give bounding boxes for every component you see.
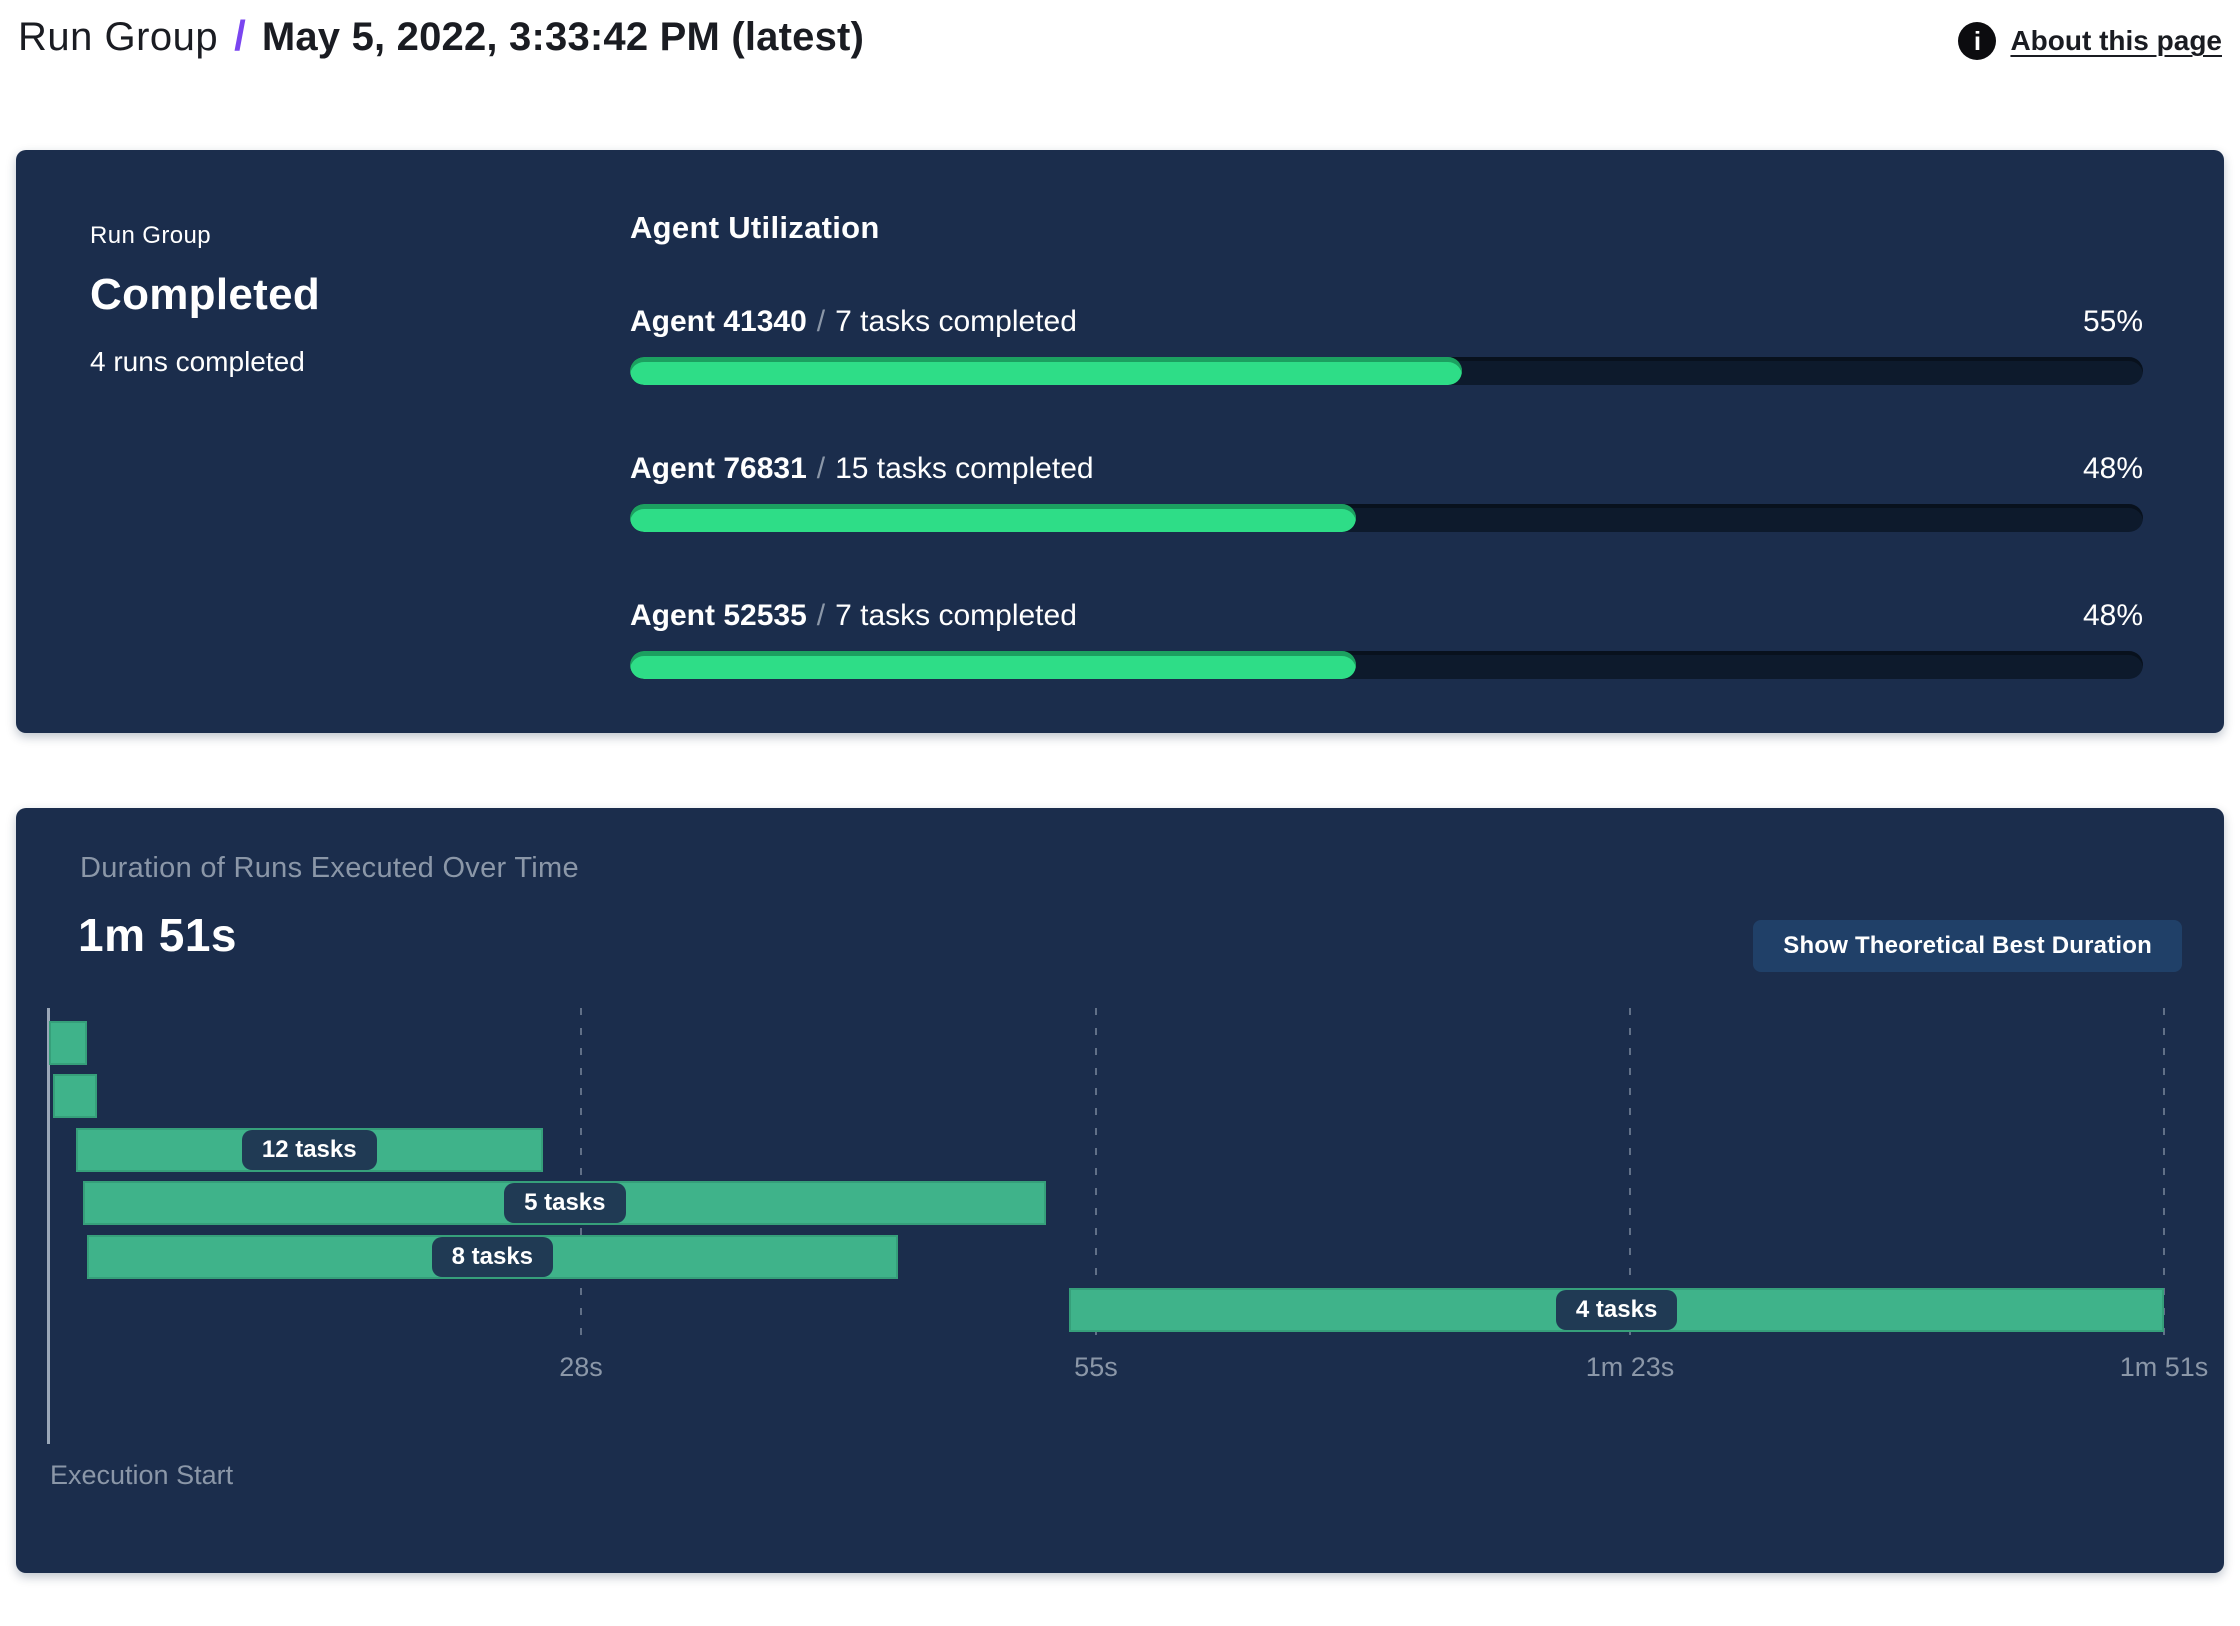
agent-utilization-list: Agent 41340 / 7 tasks completed 55% Agent …: [630, 304, 2143, 679]
show-theoretical-best-duration-button[interactable]: Show Theoretical Best Duration: [1753, 920, 2182, 972]
page-title: May 5, 2022, 3:33:42 PM (latest): [261, 15, 865, 59]
run-group-summary-panel: Run Group Completed 4 runs completed Age…: [16, 150, 2224, 733]
agent-row-label: Agent 76831 / 15 tasks completed 48%: [630, 451, 2143, 487]
task-count-chip: 8 tasks: [431, 1237, 554, 1277]
agent-utilization-percent: 48%: [2082, 599, 2143, 632]
page-header: Run Group / May 5, 2022, 3:33:42 PM (lat…: [0, 0, 2240, 96]
breadcrumb: Run Group / May 5, 2022, 3:33:42 PM (lat…: [18, 12, 864, 60]
agent-separator: /: [816, 305, 826, 338]
time-gridline: [1094, 1008, 1097, 1346]
duration-chart-title: Duration of Runs Executed Over Time: [80, 852, 579, 884]
task-count-chip: 4 tasks: [1555, 1290, 1678, 1330]
run-duration-bar[interactable]: 5 tasks: [83, 1181, 1047, 1225]
agent-row-label: Agent 52535 / 7 tasks completed 48%: [630, 598, 2143, 634]
agent-separator: /: [816, 452, 826, 485]
time-axis-tick-label: 1m 23s: [1585, 1352, 1675, 1382]
run-duration-bar[interactable]: [48, 1021, 88, 1065]
task-count-chip: 5 tasks: [504, 1183, 626, 1223]
agent-row-label: Agent 41340 / 7 tasks completed 55%: [630, 304, 2143, 340]
run-group-label: Run Group: [90, 222, 211, 249]
run-duration-bar[interactable]: 4 tasks: [1069, 1288, 2164, 1332]
run-duration-bar[interactable]: 12 tasks: [75, 1128, 543, 1172]
agent-utilization-percent: 55%: [2082, 305, 2143, 338]
breadcrumb-separator: /: [234, 12, 246, 59]
utilization-bar-track: [630, 357, 2143, 385]
runs-completed-count: 4 runs completed: [90, 346, 305, 377]
utilization-bar-track: [630, 651, 2143, 679]
agent-name: Agent 41340: [630, 305, 807, 338]
duration-gantt-chart: Execution Start 28s 55s 1m 23s 1m 51s 12 ta…: [47, 1008, 2208, 1508]
agent-separator: /: [816, 599, 826, 632]
run-group-status-block: Run Group Completed 4 runs completed: [90, 222, 320, 378]
task-count-chip: 12 tasks: [241, 1130, 377, 1170]
time-axis-tick-label: 28s: [559, 1352, 603, 1382]
about-this-page-label: About this page: [2010, 25, 2222, 56]
info-icon: i: [1958, 22, 1997, 60]
total-duration-value: 1m 51s: [78, 909, 238, 961]
utilization-bar-fill: [630, 357, 1463, 385]
agent-tasks-completed: 15 tasks completed: [835, 452, 1094, 485]
duration-panel: Duration of Runs Executed Over Time 1m 5…: [16, 808, 2224, 1573]
about-this-page-link[interactable]: i About this page: [1958, 22, 2222, 60]
agent-name: Agent 52535: [630, 599, 807, 632]
utilization-bar-fill: [630, 651, 1357, 679]
agent-row: Agent 52535 / 7 tasks completed 48%: [630, 598, 2143, 679]
time-gridline: [2163, 1008, 2165, 1346]
agent-utilization-percent: 48%: [2082, 452, 2143, 485]
execution-start-label: Execution Start: [50, 1460, 234, 1490]
status-badge: Completed: [90, 270, 321, 319]
time-axis-tick-label: 55s: [1074, 1352, 1118, 1382]
agent-tasks-completed: 7 tasks completed: [835, 305, 1077, 338]
time-axis-tick-label: 1m 51s: [2119, 1352, 2209, 1382]
time-gridline: [580, 1008, 583, 1346]
agent-row: Agent 76831 / 15 tasks completed 48%: [630, 451, 2143, 532]
utilization-bar-fill: [630, 504, 1357, 532]
agent-row: Agent 41340 / 7 tasks completed 55%: [630, 304, 2143, 385]
agent-utilization-section: Agent Utilization Agent 41340 / 7 tasks co…: [630, 210, 2143, 745]
execution-start-axis-line: [47, 1008, 50, 1444]
time-gridline: [1628, 1008, 1631, 1346]
run-duration-bar[interactable]: 8 tasks: [87, 1235, 898, 1279]
agent-utilization-title: Agent Utilization: [630, 210, 880, 245]
breadcrumb-root[interactable]: Run Group: [18, 15, 219, 59]
agent-name: Agent 76831: [630, 452, 807, 485]
utilization-bar-track: [630, 504, 2143, 532]
run-duration-bar[interactable]: [52, 1074, 97, 1118]
agent-tasks-completed: 7 tasks completed: [835, 599, 1077, 632]
